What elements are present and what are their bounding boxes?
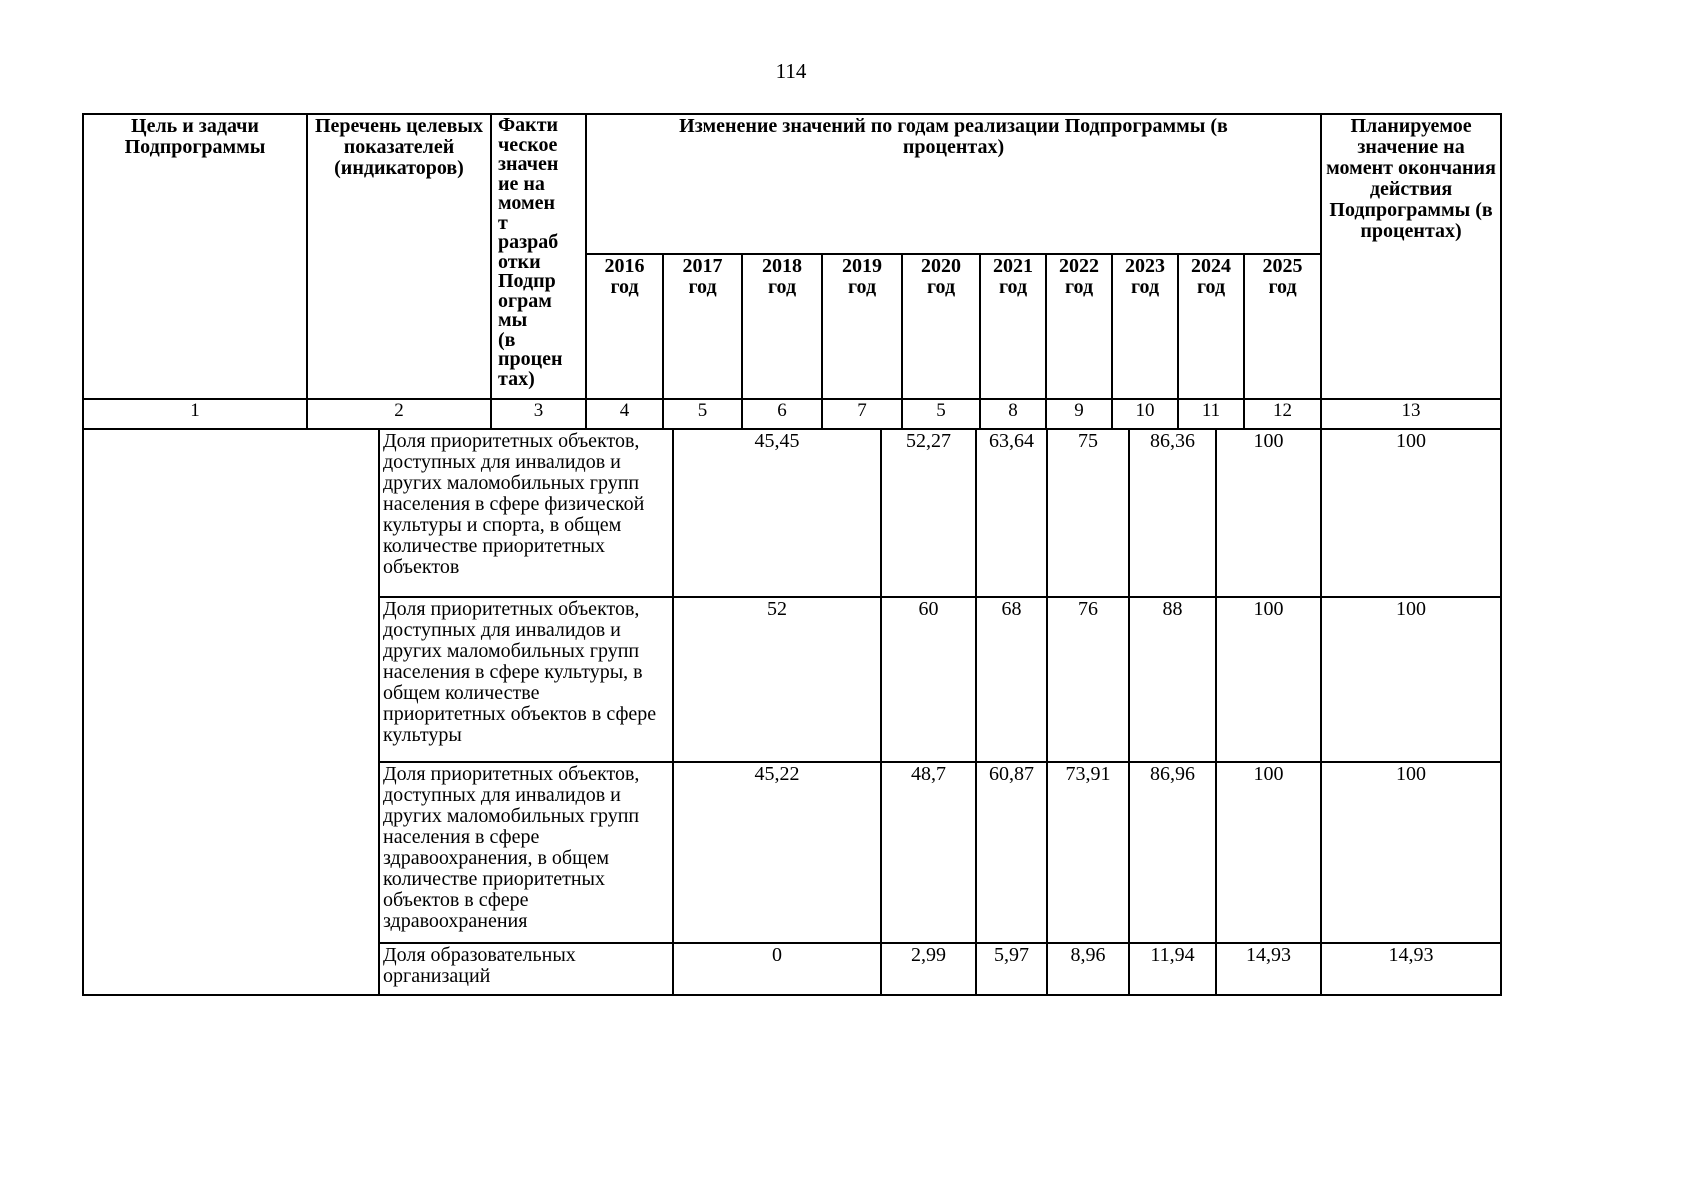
year-header-cell-2019: 2019 год <box>821 253 903 400</box>
value-cell: 8,96 <box>1046 942 1130 996</box>
value-cell: 100 <box>1215 430 1322 598</box>
indicator-cell: Доля приоритетных объектов, доступных дл… <box>378 430 674 598</box>
value-cell: 63,64 <box>975 430 1048 598</box>
value-cell: 86,36 <box>1128 430 1217 598</box>
page-number: 114 <box>775 59 807 83</box>
numbering-cell: 8 <box>979 398 1047 430</box>
value-cell: 48,7 <box>880 761 977 944</box>
numbering-cell: 12 <box>1242 398 1323 430</box>
page-content: 114 Цель и задачи Подпрограммы Перечень … <box>82 59 1503 996</box>
year-header-cell-2025: 2025 год <box>1242 253 1323 400</box>
table-row-sport: Доля приоритетных объектов, доступных дл… <box>82 430 1502 996</box>
value-cell: 68 <box>975 596 1048 763</box>
indicators-table-body: Доля приоритетных объектов, доступных дл… <box>82 430 1502 996</box>
header-planned-cell: Планируемое значение на момент окончания… <box>1320 113 1503 400</box>
numbering-cell: 2 <box>306 398 492 430</box>
planned-value-cell: 100 <box>1320 430 1502 598</box>
year-header-cell-2018: 2018 год <box>741 253 823 400</box>
numbering-cell: 7 <box>821 398 903 430</box>
value-cell: 14,93 <box>1215 942 1322 996</box>
goal-empty-cell <box>82 430 380 996</box>
year-header-cell-2016: 2016 год <box>585 253 664 400</box>
value-cell: 45,22 <box>672 761 882 944</box>
value-cell: 11,94 <box>1128 942 1217 996</box>
numbering-cell: 4 <box>585 398 664 430</box>
numbering-cell: 9 <box>1045 398 1113 430</box>
header-change-label: Изменение значений по годам реализации П… <box>679 115 1228 158</box>
value-cell: 60,87 <box>975 761 1048 944</box>
column-numbering-row: 1 2 3 4 5 6 7 5 8 9 10 11 12 13 <box>82 398 1503 430</box>
value-cell: 88 <box>1128 596 1217 763</box>
numbering-cell: 11 <box>1177 398 1245 430</box>
year-header-cell-2022: 2022 год <box>1045 253 1113 400</box>
year-header-cell-2024: 2024 год <box>1177 253 1245 400</box>
table-row-healthcare: Доля приоритетных объектов, доступных дл… <box>83 761 1502 944</box>
numbering-cell: 5 <box>901 398 981 430</box>
value-cell: 45,45 <box>672 430 882 598</box>
value-cell: 52 <box>672 596 882 763</box>
table-row-culture: Доля приоритетных объектов, доступных дл… <box>83 596 1502 763</box>
numbering-cell: 5 <box>662 398 743 430</box>
value-cell: 86,96 <box>1128 761 1217 944</box>
header-fact-cell: Факти ческое значен ие на момен т разраб… <box>490 113 587 400</box>
year-header-cell-2021: 2021 год <box>979 253 1047 400</box>
planned-value-cell: 14,93 <box>1320 942 1502 996</box>
numbering-cell: 10 <box>1111 398 1179 430</box>
numbering-cell: 1 <box>82 398 308 430</box>
header-row-years: 2016 год 2017 год 2018 год 2019 год 2020… <box>83 253 1501 400</box>
indicator-cell: Доля приоритетных объектов, доступных дл… <box>378 761 674 944</box>
header-row-top: Цель и задачи Подпрограммы Перечень целе… <box>82 113 1503 400</box>
header-goal-cell: Цель и задачи Подпрограммы <box>82 113 308 400</box>
value-cell: 0 <box>672 942 882 996</box>
indicator-cell: Доля приоритетных объектов, доступных дл… <box>378 596 674 763</box>
planned-value-cell: 100 <box>1320 596 1502 763</box>
header-indicators-cell: Перечень целевых показателей (индикаторо… <box>306 113 492 400</box>
table-row-education: Доля образовательных организаций 0 2,99 … <box>83 942 1502 996</box>
indicators-table-header: Цель и задачи Подпрограммы Перечень целе… <box>82 113 1503 430</box>
numbering-cell: 3 <box>490 398 587 430</box>
indicator-cell: Доля образовательных организаций <box>378 942 674 996</box>
value-cell: 76 <box>1046 596 1130 763</box>
year-header-cell-2017: 2017 год <box>662 253 743 400</box>
value-cell: 2,99 <box>880 942 977 996</box>
year-header-cell-2020: 2020 год <box>901 253 981 400</box>
numbering-cell: 6 <box>741 398 823 430</box>
year-header-cell-2023: 2023 год <box>1111 253 1179 400</box>
value-cell: 75 <box>1046 430 1130 598</box>
value-cell: 5,97 <box>975 942 1048 996</box>
value-cell: 100 <box>1215 596 1322 763</box>
header-change-cell: Изменение значений по годам реализации П… <box>584 113 1323 255</box>
planned-value-cell: 100 <box>1320 761 1502 944</box>
numbering-cell: 13 <box>1320 398 1503 430</box>
value-cell: 73,91 <box>1046 761 1130 944</box>
value-cell: 52,27 <box>880 430 977 598</box>
value-cell: 100 <box>1215 761 1322 944</box>
value-cell: 60 <box>880 596 977 763</box>
